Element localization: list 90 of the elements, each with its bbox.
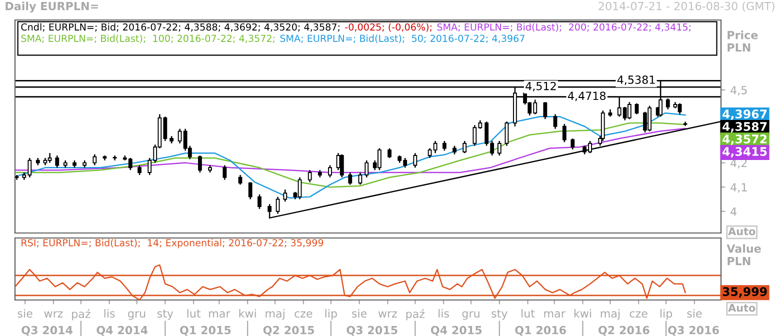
candlestick bbox=[222, 164, 227, 180]
annotation: Cndl; EURPLN=; Bid; 2016-07-22; 4,3588; 4,3692; 4,3520; 4,3587; bbox=[21, 23, 340, 32]
text: SMA; EURPLN=; Bid(Last); 50; 2016-07-22; 4,3967 bbox=[280, 34, 524, 44]
text: 4,3572 bbox=[722, 134, 767, 145]
x2-tick-label: Q4 2014 bbox=[96, 326, 148, 336]
candlestick bbox=[198, 154, 202, 174]
x2-tick-label: Q3 2014 bbox=[22, 326, 73, 336]
candlestick bbox=[442, 140, 446, 152]
candlestick bbox=[553, 114, 558, 130]
candlestick bbox=[678, 102, 682, 115]
x-tick-label: sie bbox=[352, 309, 367, 318]
y-tick-label: 4 bbox=[730, 208, 736, 216]
x-tick-label: sie bbox=[18, 309, 32, 318]
x2-tick-label: Q1 2016 bbox=[515, 326, 566, 336]
x-tick-label: kwi bbox=[574, 309, 591, 318]
candlestick bbox=[413, 152, 418, 168]
x-tick-label: maj bbox=[266, 309, 284, 320]
text: Auto bbox=[728, 228, 756, 236]
candlestick bbox=[92, 154, 97, 166]
x-tick-label: paź bbox=[72, 309, 90, 320]
x-tick-label: lip bbox=[660, 309, 672, 320]
x-tick-label: cze bbox=[630, 311, 648, 318]
y-tick-label: 4,5 bbox=[730, 86, 747, 96]
candlestick bbox=[238, 174, 242, 186]
x-tick-label: kwi bbox=[239, 309, 256, 318]
candlestick bbox=[388, 148, 392, 159]
candlestick bbox=[543, 101, 548, 120]
x-tick-label: lut bbox=[187, 309, 201, 318]
text: 4,3587 bbox=[722, 122, 767, 132]
x-tick-label: gru bbox=[462, 311, 480, 320]
text: 4,3415 bbox=[722, 147, 767, 158]
y-axis-title: Value PLN bbox=[726, 244, 761, 266]
x-tick-label: mar bbox=[209, 311, 230, 318]
x-tick-label: wrz bbox=[44, 311, 63, 318]
candlestick bbox=[340, 154, 344, 178]
x-tick-label: lis bbox=[104, 309, 115, 318]
x-tick-label: lip bbox=[325, 309, 337, 320]
chart-subtitle: 2014-07-21 - 2016-08-30 (GMT) bbox=[598, 2, 774, 12]
candlestick bbox=[377, 148, 382, 171]
text: 4,3967 bbox=[722, 110, 767, 120]
candlestick bbox=[276, 196, 280, 214]
text: Auto bbox=[728, 304, 756, 312]
candlestick bbox=[364, 160, 369, 178]
candlestick bbox=[298, 176, 302, 200]
x-tick-label: sty bbox=[492, 310, 508, 320]
y-axis-title: Price PLN bbox=[728, 30, 758, 52]
candlestick bbox=[138, 164, 142, 176]
ref-line-label: 4,4718 bbox=[568, 92, 606, 102]
y-tick-label: 4,1 bbox=[730, 183, 747, 193]
candlestick bbox=[283, 188, 288, 202]
candlestick bbox=[48, 152, 52, 164]
candlestick bbox=[358, 172, 362, 186]
candlestick bbox=[348, 172, 352, 186]
x-tick-label: paź bbox=[406, 309, 425, 320]
candlestick bbox=[497, 140, 502, 156]
candlestick bbox=[562, 123, 566, 143]
line-series bbox=[15, 112, 686, 199]
x-tick-label: gru bbox=[128, 311, 146, 320]
candlestick bbox=[634, 102, 639, 115]
candlestick bbox=[248, 182, 252, 200]
ref-line-label: 4,5381 bbox=[617, 76, 655, 86]
x-tick-label: sie bbox=[687, 309, 702, 318]
candlestick bbox=[308, 169, 312, 183]
ref-line-label: 4,512 bbox=[526, 82, 556, 92]
candlestick bbox=[627, 101, 632, 120]
text: SMA; EURPLN=; Bid(Last); 100; 2016-07-22; 4,3572; bbox=[21, 34, 274, 44]
candlestick bbox=[55, 154, 60, 168]
x-tick-label: cze bbox=[294, 311, 312, 318]
candlestick bbox=[504, 120, 509, 146]
candlestick bbox=[258, 194, 262, 210]
x-tick-label: maj bbox=[600, 309, 620, 320]
text: RSI; EURPLN=; Bid(Last); 14; Exponential; 2016-07-22; 35,999 bbox=[22, 238, 324, 248]
x2-tick-label: Q2 2016 bbox=[598, 326, 650, 336]
x2-tick-label: Q3 2016 bbox=[668, 326, 719, 336]
annotation: -0,0025; (-0,06%); bbox=[345, 23, 432, 32]
x2-tick-label: Q4 2015 bbox=[430, 326, 482, 336]
x-tick-label: mar bbox=[544, 311, 566, 318]
chart-title: Daily EURPLN= bbox=[6, 2, 98, 13]
x-tick-label: lis bbox=[438, 309, 449, 318]
text: SMA; EURPLN=; Bid(Last); 200; 2016-07-22; 4,3415; bbox=[437, 23, 690, 32]
x-tick-label: lut bbox=[522, 309, 535, 318]
candlestick bbox=[570, 138, 575, 150]
candlestick bbox=[328, 164, 332, 178]
text: 35,999 bbox=[722, 287, 767, 298]
x2-tick-label: Q2 2015 bbox=[263, 326, 314, 336]
x2-tick-label: Q3 2015 bbox=[346, 326, 398, 336]
x2-tick-label: Q1 2015 bbox=[180, 326, 231, 336]
candlestick bbox=[462, 140, 467, 154]
x-tick-label: sty bbox=[157, 310, 174, 320]
x-tick-label: wrz bbox=[378, 311, 397, 318]
